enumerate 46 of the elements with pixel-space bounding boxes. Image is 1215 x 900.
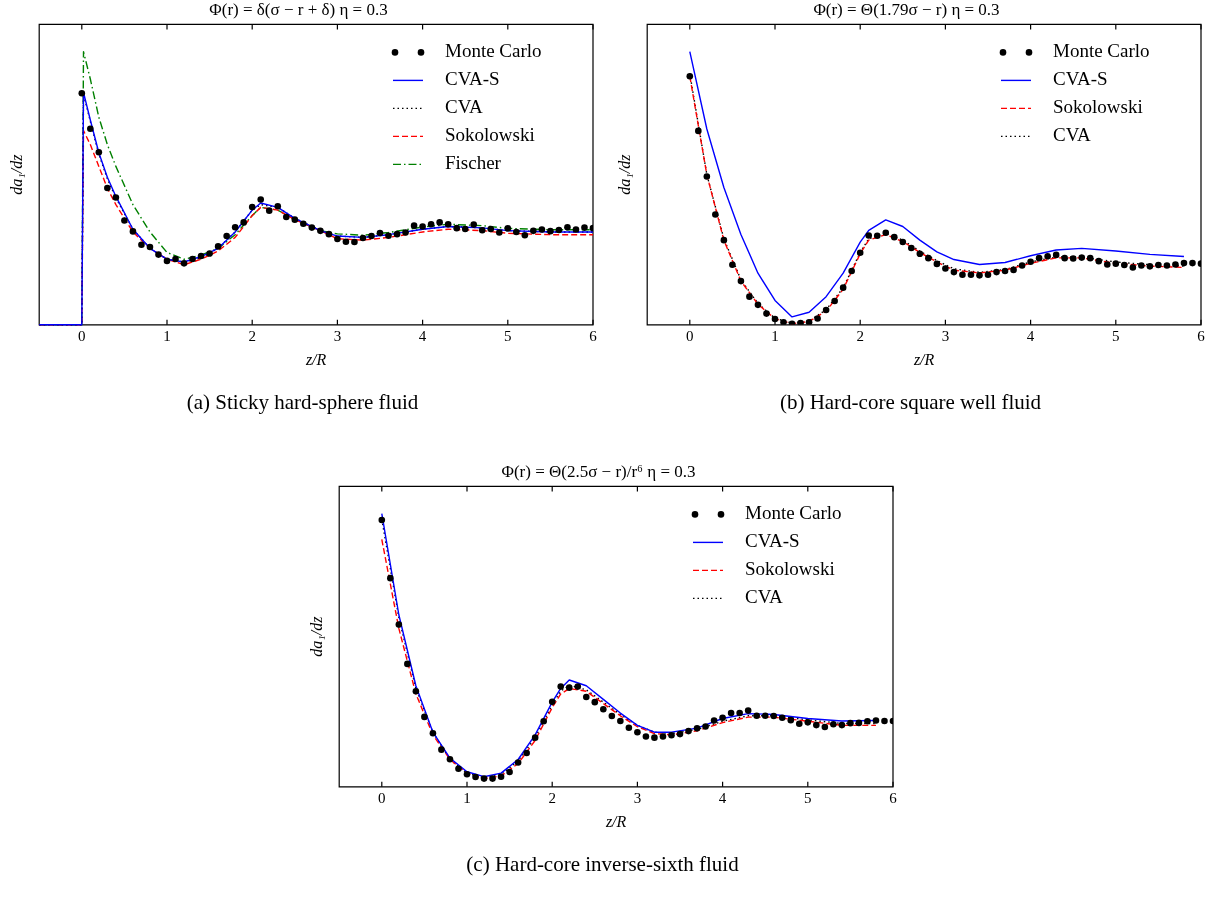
x-tick-label: 1 [463, 789, 471, 806]
legend-label: Monte Carlo [1053, 40, 1150, 62]
legend-label: Monte Carlo [445, 40, 542, 62]
x-tick-label: 2 [856, 327, 864, 344]
chart-title: Φ(r) = Θ(1.79σ − r) η = 0.3 [813, 0, 1000, 19]
legend-label: Sokolowski [745, 558, 835, 580]
text: (a) Sticky hard-sphere fluid [185, 390, 420, 415]
y-axis-title: da₁/dz [615, 153, 633, 195]
y-axis-title: da₁/dz [307, 615, 325, 657]
x-tick-label: 3 [333, 327, 342, 344]
chart-title: Φ(r) = Θ(2.5σ − r)/r⁶ η = 0.3 [501, 461, 696, 481]
x-tick-label: 6 [889, 789, 898, 806]
legend-label: Sokolowski [1053, 96, 1143, 118]
legend-label: Monte Carlo [745, 502, 842, 524]
legend-label: CVA [445, 96, 483, 118]
x-tick-label: 0 [686, 327, 694, 344]
x-tick-label: 4 [718, 789, 727, 806]
legend-label: Sokolowski [445, 124, 535, 146]
x-tick-label: 1 [163, 327, 171, 344]
chart-title: Φ(r) = δ(σ − r + δ) η = 0.3 [209, 0, 388, 19]
x-axis-title: z/R [304, 350, 327, 368]
x-tick-label: 6 [589, 327, 598, 344]
text: (c) Hard-core inverse-sixth fluid [465, 852, 740, 877]
x-tick-label: 1 [771, 327, 779, 344]
x-tick-label: 3 [941, 327, 950, 344]
y-axis-title: da₁/dz [7, 153, 25, 195]
x-tick-label: 3 [633, 789, 642, 806]
legend-label: CVA [745, 586, 783, 608]
legend-label: CVA-S [445, 68, 500, 90]
legend-label: CVA [1053, 124, 1091, 146]
x-tick-label: 6 [1197, 327, 1206, 344]
x-tick-label: 0 [378, 789, 386, 806]
x-tick-label: 4 [1026, 327, 1035, 344]
x-tick-label: 0 [78, 327, 86, 344]
legend-label: Fischer [445, 152, 502, 174]
x-axis-title: z/R [912, 350, 935, 368]
x-tick-label: 5 [1112, 327, 1120, 344]
legend-label: CVA-S [1053, 68, 1108, 90]
x-tick-label: 2 [248, 327, 256, 344]
x-axis-title: z/R [604, 812, 627, 830]
legend-label: CVA-S [745, 530, 800, 552]
x-tick-label: 5 [804, 789, 812, 806]
x-tick-label: 2 [548, 789, 556, 806]
x-tick-label: 4 [418, 327, 427, 344]
text: (b) Hard-core square well fluid [778, 390, 1043, 415]
x-tick-label: 5 [504, 327, 512, 344]
